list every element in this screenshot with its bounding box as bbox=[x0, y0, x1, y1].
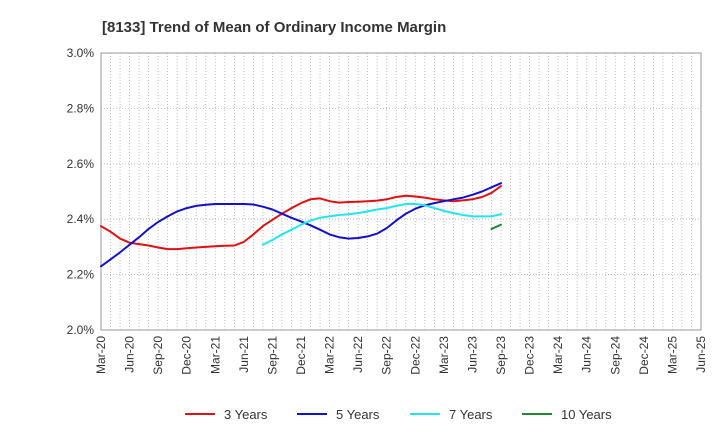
x-tick-label: Sep-20 bbox=[151, 336, 165, 375]
x-tick-label: Jun-22 bbox=[351, 336, 365, 373]
series-line bbox=[100, 185, 502, 251]
x-tick-label: Mar-20 bbox=[94, 336, 108, 374]
x-tick-label: Jun-20 bbox=[123, 336, 137, 373]
legend-label: 5 Years bbox=[336, 407, 380, 422]
x-tick-label: Sep-22 bbox=[380, 336, 394, 375]
series-line bbox=[490, 223, 502, 230]
series-group bbox=[100, 182, 502, 268]
y-axis: 2.0% 2.2% 2.4% 2.6% 2.8% 3.0% bbox=[67, 46, 95, 337]
legend: 3 Years 5 Years 7 Years 10 Years bbox=[185, 407, 612, 422]
series-line bbox=[261, 203, 502, 246]
x-tick-label: Dec-20 bbox=[180, 336, 194, 375]
x-tick-label: Mar-22 bbox=[323, 336, 337, 374]
y-tick-label: 2.4% bbox=[67, 212, 95, 226]
x-tick-label: Jun-25 bbox=[694, 336, 708, 373]
x-axis: Mar-20 Jun-20 Sep-20 Dec-20 Mar-21 Jun-21 Sep-… bbox=[94, 336, 708, 375]
series-line bbox=[100, 182, 502, 268]
x-tick-label: Dec-24 bbox=[637, 336, 651, 375]
grid bbox=[100, 52, 702, 331]
x-tick-label: Jun-23 bbox=[465, 336, 479, 373]
legend-label: 7 Years bbox=[449, 407, 493, 422]
x-tick-label: Sep-24 bbox=[608, 336, 622, 375]
chart-title: [8133] Trend of Mean of Ordinary Income … bbox=[102, 19, 446, 36]
y-tick-label: 2.8% bbox=[67, 101, 95, 115]
legend-label: 10 Years bbox=[561, 407, 612, 422]
y-tick-label: 3.0% bbox=[67, 46, 95, 60]
x-tick-label: Sep-23 bbox=[494, 336, 508, 375]
x-tick-label: Dec-23 bbox=[523, 336, 537, 375]
x-tick-label: Sep-21 bbox=[265, 336, 279, 375]
y-tick-label: 2.6% bbox=[67, 157, 95, 171]
x-tick-label: Mar-25 bbox=[665, 336, 679, 374]
plot-frame bbox=[100, 52, 702, 331]
x-tick-label: Mar-23 bbox=[437, 336, 451, 374]
x-tick-label: Mar-21 bbox=[208, 336, 222, 374]
x-tick-label: Jun-21 bbox=[237, 336, 251, 373]
x-tick-label: Dec-22 bbox=[408, 336, 422, 375]
x-tick-label: Dec-21 bbox=[294, 336, 308, 375]
x-tick-label: Mar-24 bbox=[551, 336, 565, 374]
y-tick-label: 2.0% bbox=[67, 323, 95, 337]
x-tick-label: Jun-24 bbox=[580, 336, 594, 373]
y-tick-label: 2.2% bbox=[67, 268, 95, 282]
legend-label: 3 Years bbox=[224, 407, 268, 422]
